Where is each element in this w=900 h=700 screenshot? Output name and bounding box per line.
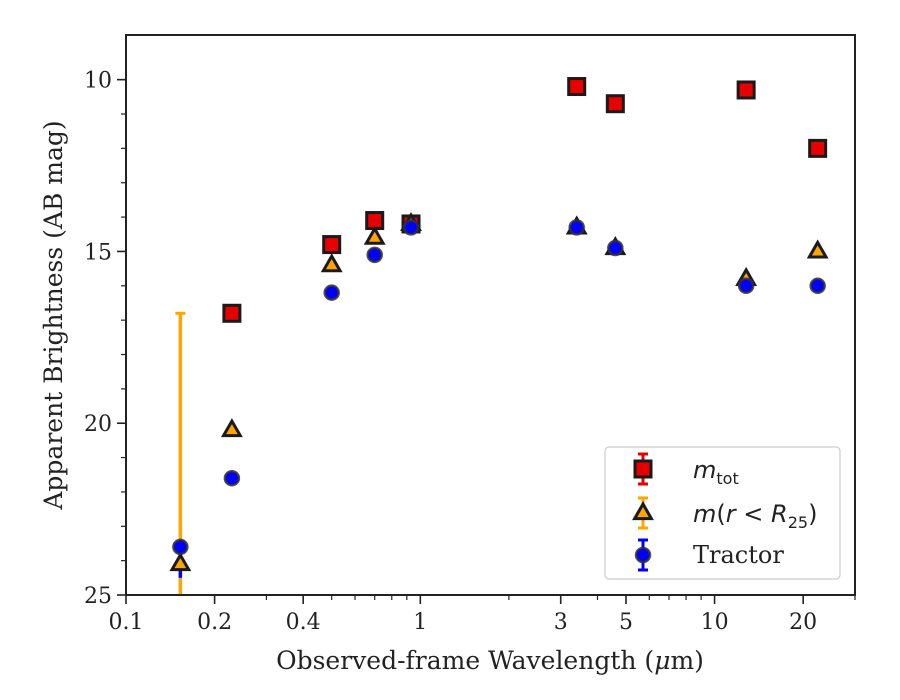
tractor-point (402, 219, 420, 236)
tractor-point (223, 469, 241, 487)
mtot-point (605, 94, 625, 114)
plot-area (169, 77, 829, 595)
y-tick-label: 25 (84, 584, 112, 609)
x-tick-label: 10 (701, 610, 729, 635)
x-tick-label: 1 (413, 610, 427, 635)
tractor-point (323, 284, 340, 301)
mtot-point (222, 303, 242, 323)
mr25-point (363, 225, 386, 245)
y-tick-label: 10 (84, 69, 112, 94)
x-tick-label: 5 (619, 610, 633, 635)
tractor-point (607, 239, 624, 257)
legend-markers (632, 452, 654, 572)
mtot-point (808, 138, 828, 158)
mr25-point (806, 239, 829, 259)
legend-tractor-marker (634, 546, 652, 564)
y-axis-title: Apparent Brightness (AB mag) (39, 120, 68, 510)
legend-label-mtot: mtot (693, 456, 739, 488)
tractor-point (568, 219, 585, 236)
mtot-point (567, 77, 587, 97)
x-axis: 0.1 0.2 0.4 1 3 5 10 20 (109, 595, 856, 635)
tractor-point (809, 277, 826, 295)
mr25-point (220, 418, 243, 438)
legend-mtot-marker (633, 459, 653, 479)
mtot-point (322, 235, 342, 255)
legend-mr25-marker (632, 500, 654, 521)
x-tick-label: 3 (554, 610, 568, 635)
x-axis-title: Observed-frame Wavelength (μm) (276, 646, 704, 675)
legend: mtot m(r < R25) Tractor (604, 446, 841, 580)
legend-label-tractor: Tractor (693, 541, 784, 569)
tractor-point (172, 538, 189, 556)
legend-box (604, 446, 841, 580)
mr25-point (320, 253, 343, 273)
y-tick-label: 15 (84, 240, 112, 265)
plot-frame (125, 34, 856, 596)
y-axis: 10 15 20 25 (84, 69, 126, 609)
x-tick-label: 0.2 (197, 610, 232, 635)
x-tick-label: 0.4 (286, 610, 321, 635)
x-tick-label: 0.1 (109, 610, 144, 635)
mr25-point (169, 552, 192, 572)
tractor-point (366, 246, 383, 264)
y-tick-label: 20 (84, 412, 112, 437)
mtot-point (736, 80, 756, 100)
x-tick-label: 20 (789, 610, 817, 635)
tractor-point (737, 277, 755, 295)
legend-label-mr25: m(r < R25) (693, 500, 817, 532)
